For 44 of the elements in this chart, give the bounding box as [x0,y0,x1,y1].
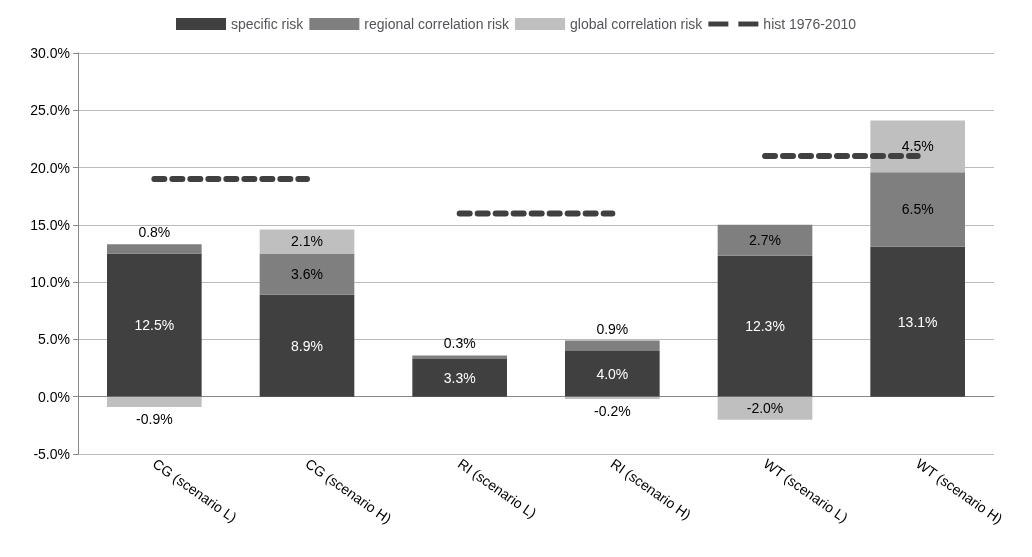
legend-label: specific risk [231,16,305,32]
bar [565,350,660,397]
bar [870,246,965,397]
y-tick-label: -5.0% [33,446,70,462]
y-tick-label: 15.0% [30,216,70,233]
data-label: 0.3% [443,335,476,352]
bar [717,255,813,397]
bar [107,244,202,254]
bar [412,358,507,397]
bar [870,172,965,247]
data-label: 2.7% [749,232,781,249]
y-tick-label: 0.0% [38,388,70,405]
data-label: 12.5% [134,317,175,334]
bar [259,294,355,397]
data-label: -2.0% [746,400,784,417]
legend-label: global correlation risk [570,16,704,32]
bar [259,229,355,254]
data-label: 0.8% [138,224,171,241]
data-label: 13.1% [897,313,938,330]
y-tick-label: 25.0% [30,102,70,119]
bar [412,355,507,359]
bar [107,253,202,397]
data-label: -0.2% [594,403,631,420]
y-tick-label: 20.0% [30,159,70,176]
data-label: 4.0% [596,365,629,382]
data-label: 3.6% [291,266,323,283]
y-tick-label: 10.0% [30,274,70,291]
data-label: 2.1% [291,233,323,250]
bar [717,396,813,420]
data-label: 3.3% [443,369,476,386]
data-label: 12.3% [745,318,785,335]
data-label: -0.9% [136,411,173,428]
bar [107,396,202,408]
bar [565,340,660,351]
legend-label: hist 1976-2010 [763,16,857,32]
data-label: 8.9% [291,337,323,354]
data-label: 6.5% [901,201,934,218]
y-tick-label: 30.0% [30,45,70,61]
bar [259,253,355,295]
data-label: 4.5% [901,138,934,155]
data-label: 0.9% [596,320,629,337]
legend-label: regional correlation risk [364,16,511,32]
bar [717,224,813,256]
y-tick-label: 5.0% [38,331,70,348]
